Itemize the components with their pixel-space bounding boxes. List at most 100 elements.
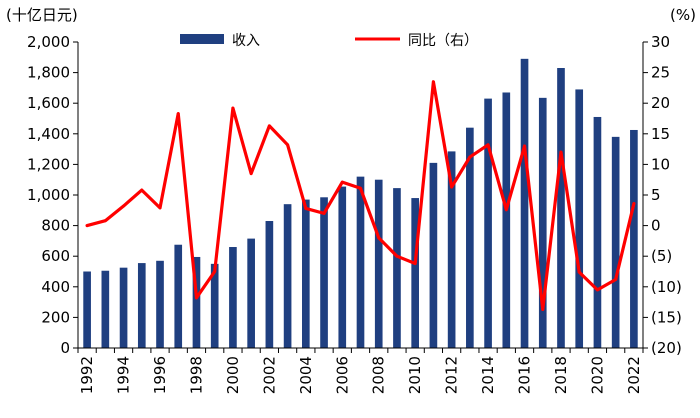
yoy-point-2008: [377, 236, 381, 240]
left-tick-label: 600: [41, 247, 70, 265]
yoy-point-2007: [359, 186, 362, 190]
bar-2016: [520, 58, 529, 348]
bar-2018: [557, 68, 565, 348]
x-tick-label: 2010: [406, 356, 424, 394]
yoy-point-2014: [486, 143, 490, 147]
yoy-point-1994: [122, 204, 125, 208]
yoy-point-2003: [286, 143, 289, 147]
bar-2005: [320, 197, 328, 348]
left-tick-label: 800: [41, 217, 70, 235]
x-tick-label: 1992: [78, 356, 96, 394]
yoy-point-2016: [523, 144, 526, 148]
left-tick-label: 1,800: [27, 64, 70, 82]
legend-line-label: 同比（右）: [408, 33, 478, 49]
bar-2017: [538, 97, 547, 348]
bar-1992: [83, 271, 91, 348]
left-tick-label: 2,000: [27, 33, 70, 51]
bar-2001: [247, 238, 255, 348]
right-tick-label: (5): [651, 247, 672, 265]
x-axis: 1992 1994 1996 1998 2000 2002 2004 2006 2008 2010…: [77, 347, 644, 394]
x-tick-label: 2006: [333, 356, 351, 394]
x-tick-label: 1996: [151, 356, 169, 394]
yoy-point-2021: [614, 278, 618, 281]
x-tick-label: 2018: [552, 356, 570, 394]
left-tick-label: 200: [41, 308, 70, 326]
x-tick-label: 1998: [187, 356, 205, 394]
x-tick-label: 2002: [260, 356, 278, 394]
yoy-point-2020: [596, 288, 599, 292]
bar-1994: [119, 267, 128, 348]
bar-1998: [192, 256, 201, 348]
bar-1997: [174, 244, 183, 348]
right-tick-label: (15): [651, 308, 682, 326]
x-tick-label: 2000: [224, 356, 242, 394]
bar-2009: [393, 188, 401, 348]
x-tick-label: 1994: [115, 356, 133, 394]
right-axis: (20) (15) (10) (5) 0 5 10 15 20 25 30: [642, 33, 682, 357]
bar-2003: [283, 204, 292, 348]
yoy-point-2011: [432, 80, 435, 84]
x-tick-label: 2012: [443, 356, 461, 394]
left-tick-label: 1,400: [27, 125, 70, 143]
bar-2011: [429, 162, 438, 348]
line-series: [85, 80, 636, 312]
yoy-point-2018: [559, 150, 563, 154]
yoy-point-2001: [249, 172, 253, 175]
right-tick-label: 25: [651, 64, 670, 82]
bar-2004: [301, 199, 310, 348]
legend-bar-swatch: [180, 34, 224, 44]
yoy-point-2002: [267, 124, 271, 128]
right-tick-label: 10: [651, 155, 670, 173]
right-tick-label: (10): [651, 278, 682, 296]
bar-1996: [156, 260, 164, 348]
yoy-point-2006: [340, 180, 344, 184]
yoy-point-2009: [395, 254, 399, 258]
bar-2010: [411, 198, 420, 348]
yoy-point-2017: [541, 308, 545, 311]
yoy-point-2019: [577, 270, 581, 274]
yoy-point-2000: [231, 106, 235, 110]
bar-2000: [229, 247, 237, 348]
bar-2008: [374, 179, 383, 348]
bar-2013: [466, 127, 474, 349]
legend: 收入 同比（右）: [180, 33, 478, 49]
bar-1995: [137, 263, 146, 348]
bar-series: [83, 58, 638, 349]
yoy-point-2010: [413, 262, 417, 265]
bar-2022: [630, 129, 638, 348]
legend-bar-label: 收入: [232, 33, 260, 49]
x-tick-label: 2022: [625, 356, 643, 394]
left-axis: 0 200 400 600 800 1,000 1,200 1,400 1,600 1,800 2,…: [27, 33, 79, 357]
left-tick-label: 1,000: [27, 186, 70, 204]
yoy-point-1998: [195, 296, 198, 300]
bar-2019: [575, 89, 584, 349]
bar-1999: [210, 263, 219, 348]
yoy-point-1999: [213, 270, 217, 273]
right-tick-label: 30: [651, 33, 670, 51]
x-tick-label: 2004: [297, 356, 315, 394]
bar-2002: [265, 221, 274, 348]
left-tick-label: 1,600: [27, 94, 70, 112]
yoy-point-1996: [158, 206, 162, 210]
bar-1993: [101, 270, 110, 348]
x-tick-label: 2020: [588, 356, 606, 394]
bar-2014: [484, 98, 492, 348]
yoy-point-2022: [632, 202, 636, 205]
left-axis-unit: (十亿日元): [6, 6, 78, 24]
right-tick-label: 20: [651, 94, 670, 112]
yoy-point-1992: [85, 224, 89, 228]
bar-2020: [593, 116, 602, 348]
right-tick-label: (20): [651, 339, 682, 357]
x-tick-label: 2016: [516, 356, 534, 394]
yoy-point-2012: [450, 185, 454, 189]
bar-2015: [502, 92, 511, 349]
right-axis-unit: (%): [670, 6, 696, 24]
bar-2007: [356, 176, 365, 348]
yoy-point-1997: [176, 112, 180, 116]
yoy-point-2015: [504, 208, 508, 212]
left-tick-label: 400: [41, 278, 70, 296]
x-tick-label: 2008: [370, 356, 388, 394]
yoy-point-2004: [304, 207, 308, 210]
bar-2006: [338, 186, 347, 348]
